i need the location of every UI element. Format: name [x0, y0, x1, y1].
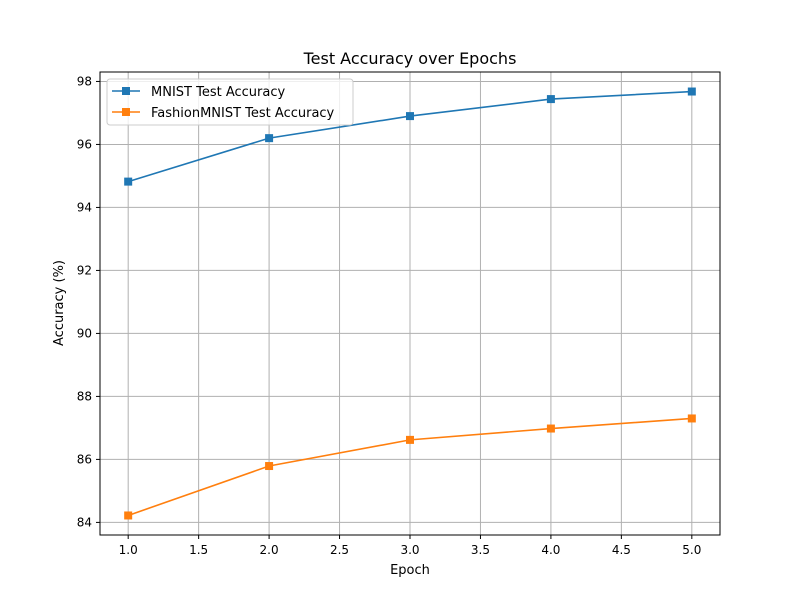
y-tick-label: 86 [77, 452, 92, 466]
legend-swatch-marker [122, 87, 130, 95]
x-tick-label: 2.5 [330, 543, 349, 557]
grid [100, 72, 720, 535]
x-tick-label: 1.5 [189, 543, 208, 557]
x-tick-label: 3.5 [471, 543, 490, 557]
y-tick-label: 88 [77, 389, 92, 403]
data-point-marker [265, 462, 274, 471]
x-tick-label: 4.0 [541, 543, 560, 557]
data-point-marker [406, 435, 414, 444]
data-point-marker [406, 112, 414, 121]
y-tick-label: 92 [77, 263, 92, 277]
legend-entry-label: FashionMNIST Test Accuracy [151, 106, 335, 121]
x-tick-label: 5.0 [682, 543, 701, 557]
data-point-marker [124, 511, 133, 520]
x-tick-label: 3.0 [400, 543, 419, 557]
y-tick-label: 84 [77, 515, 92, 529]
y-tick-label: 98 [77, 74, 92, 88]
data-point-marker [546, 95, 555, 104]
chart-title: Test Accuracy over Epochs [303, 49, 517, 68]
data-point-marker [687, 87, 696, 96]
data-point-marker [546, 424, 555, 433]
legend-swatch-marker [122, 108, 130, 116]
x-tick-label: 2.0 [260, 543, 279, 557]
y-tick-label: 96 [77, 137, 92, 151]
legend-entry-label: MNIST Test Accuracy [151, 85, 285, 100]
data-point-marker [687, 414, 696, 423]
y-tick-label: 90 [77, 326, 92, 340]
x-axis-ticks: 1.0 1.5 2.0 2.5 3.0 3.5 4.0 4.5 5.0 [119, 535, 701, 557]
legend: MNIST Test Accuracy FashionMNIST Test Acc… [106, 78, 354, 126]
legend-box [106, 78, 354, 126]
series-group [124, 87, 696, 520]
y-axis-ticks: 84 86 88 90 92 94 96 98 [77, 74, 100, 529]
y-tick-label: 94 [77, 200, 92, 214]
x-tick-label: 4.5 [612, 543, 631, 557]
y-axis-label: Accuracy (%) [52, 260, 67, 346]
x-tick-label: 1.0 [119, 543, 138, 557]
x-axis-label: Epoch [390, 563, 430, 578]
data-point-marker [265, 134, 274, 143]
data-point-marker [124, 177, 133, 186]
